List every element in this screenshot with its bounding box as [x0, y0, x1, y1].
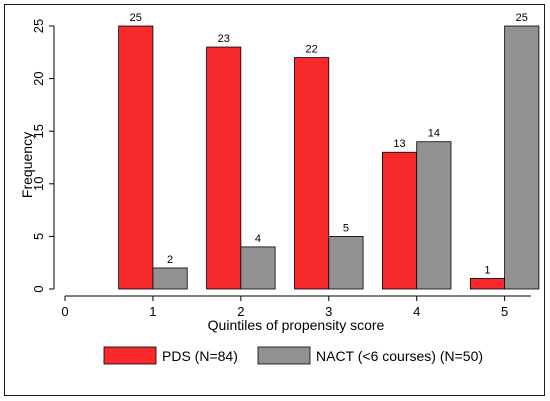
legend-label-nact: NACT (<6 courses) (N=50): [316, 348, 483, 364]
bar-nact: [504, 25, 540, 290]
bar-pds: [294, 57, 330, 290]
x-tick-label: 5: [501, 304, 508, 319]
bar-value-label: 25: [130, 12, 142, 24]
legend: PDS (N=84) NACT (<6 courses) (N=50): [103, 346, 483, 365]
y-tick-label: 5: [31, 233, 46, 240]
legend-label-pds: PDS (N=84): [162, 348, 238, 364]
bar-pds: [206, 46, 242, 290]
x-ticks-group: 0 1 2 3 4 5: [61, 296, 508, 319]
y-tick-label: 20: [31, 71, 46, 85]
bar-nact: [152, 267, 188, 290]
bar-value-label: 5: [343, 222, 349, 234]
y-axis-title: Frequency: [19, 132, 35, 198]
bars-group: [118, 25, 540, 290]
bar-pds: [382, 151, 418, 290]
bar-pds: [469, 278, 506, 290]
y-tick-label: 10: [31, 177, 46, 191]
x-tick-label: 0: [61, 304, 68, 319]
bar-pds: [118, 25, 154, 290]
x-tick-label: 2: [237, 304, 244, 319]
bar-nact: [328, 235, 364, 290]
bar-nact: [240, 246, 276, 290]
legend-swatch-nact: [257, 346, 311, 365]
bar-value-label: 1: [484, 264, 490, 276]
x-axis-title: Quintiles of propensity score: [208, 317, 385, 333]
bar-value-label: 14: [428, 128, 440, 140]
bar-value-label: 23: [218, 33, 230, 45]
x-tick-label: 4: [413, 304, 420, 319]
y-tick-label: 0: [31, 285, 46, 292]
bar-value-label: 22: [306, 44, 318, 56]
y-tick-label: 25: [31, 19, 46, 33]
bar-value-label: 2: [167, 254, 173, 266]
x-tick-label: 1: [149, 304, 156, 319]
y-ticks-group: 0 5 10 15 20 25: [31, 19, 54, 293]
x-tick-label: 3: [325, 304, 332, 319]
legend-swatch-pds: [103, 346, 157, 365]
bar-value-label: 13: [393, 138, 405, 150]
data-labels-group: 25 2 23 4 22 5 13 14 1 25: [130, 12, 528, 276]
chart-frame: [4, 4, 545, 396]
bar-value-label: 25: [516, 12, 528, 24]
bar-nact: [416, 141, 452, 290]
bar-value-label: 4: [255, 233, 261, 245]
y-tick-label: 15: [31, 124, 46, 138]
